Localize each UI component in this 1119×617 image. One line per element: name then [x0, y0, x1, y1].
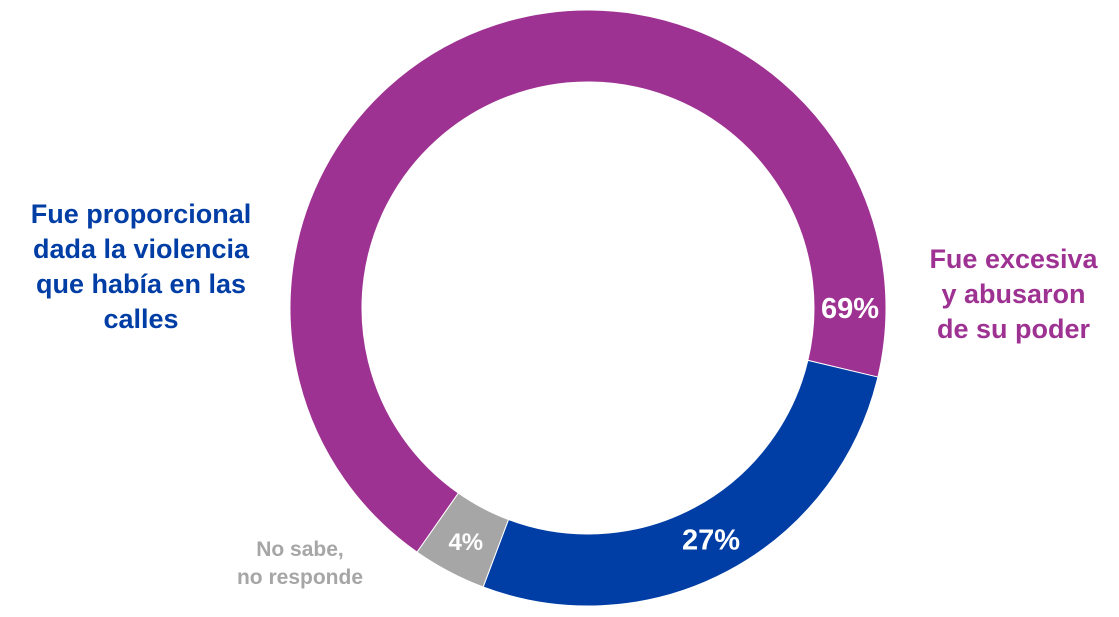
category-label-line: de su poder [936, 314, 1091, 345]
value-label-proporcional: 27% [682, 524, 740, 556]
category-label-excesiva: Fue excesiva y abusaron de su poder [908, 242, 1119, 347]
category-label-proporcional: Fue proporcional dada la violencia que hab… [0, 197, 282, 337]
slice-excesiva [289, 9, 887, 553]
slice-no-sabe [416, 492, 510, 588]
category-label-line: dada la violencia [32, 234, 250, 265]
category-label-line: No sabe, [256, 538, 344, 561]
slice-proporcional [482, 359, 879, 607]
category-label-line: y abusaron [941, 279, 1086, 310]
value-label-excesiva: 69% [821, 293, 879, 325]
category-label-line: que había en las [35, 269, 247, 300]
category-label-line: Fue proporcional [30, 199, 252, 229]
category-label-line: Fue excesiva [929, 244, 1098, 274]
category-label-line: no responde [236, 566, 363, 590]
category-label-no-sabe: No sabe, no responde [200, 536, 400, 593]
value-labels: 69% 27% 4% [448, 293, 879, 556]
value-label-no-sabe: 4% [448, 529, 483, 556]
category-label-line: calles [103, 304, 179, 335]
donut-slices [289, 9, 887, 607]
